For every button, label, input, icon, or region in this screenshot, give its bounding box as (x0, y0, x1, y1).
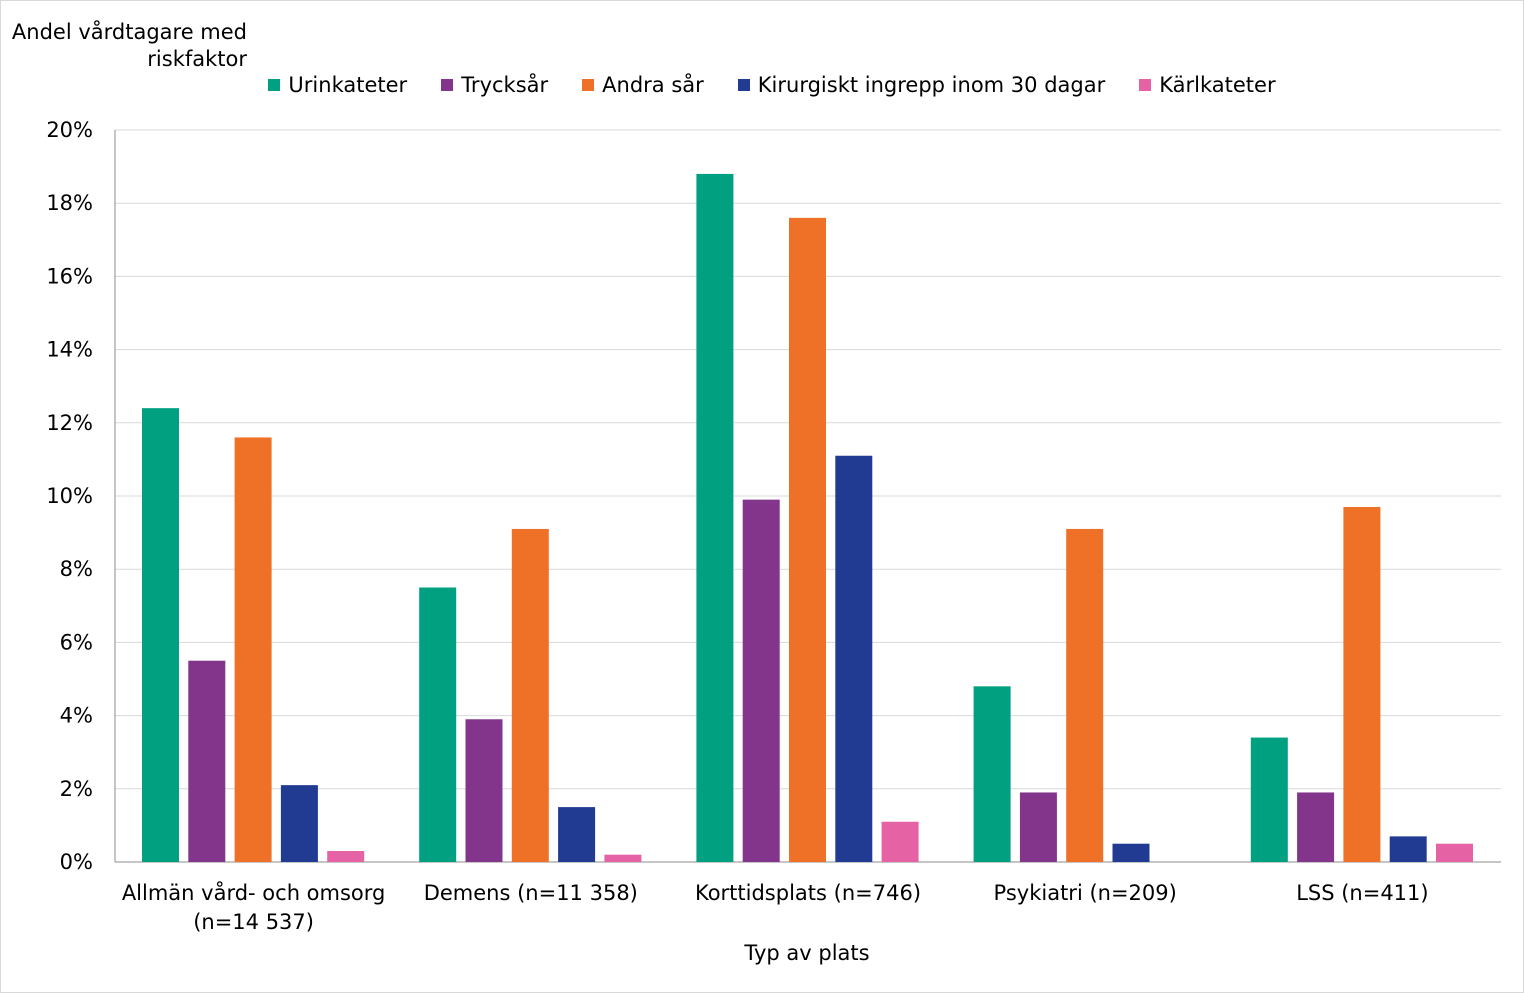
bar-andra-sår (234, 437, 272, 862)
y-tick-label: 0% (60, 850, 93, 874)
y-tick-label: 4% (60, 704, 93, 728)
legend-swatch (441, 79, 454, 91)
y-tick-label: 16% (46, 264, 93, 288)
legend-item: Trycksår (441, 73, 548, 97)
bar-trycksår (1297, 792, 1335, 862)
bar-andra-sår (1343, 506, 1381, 862)
legend-label: Kärlkateter (1159, 73, 1276, 97)
x-category-label: Demens (n=11 358) (424, 881, 638, 905)
x-category-label: Korttidsplats (n=746) (695, 881, 921, 905)
y-tick-label: 14% (46, 338, 93, 362)
y-tick-label: 12% (46, 411, 93, 435)
bar-trycksår (465, 719, 503, 862)
bar-andra-sår (789, 217, 826, 863)
legend-label: Trycksår (461, 73, 549, 97)
x-category-label: Allmän vård- och omsorg (122, 880, 386, 905)
bar-kirurgiskt-ingrepp-inom-30-dagar (558, 807, 596, 862)
bar-trycksår (1019, 792, 1057, 862)
bar-kirurgiskt-ingrepp-inom-30-dagar (835, 455, 873, 862)
y-tick-label: 6% (60, 630, 93, 654)
legend-label: Kirurgiskt ingrepp inom 30 dagar (757, 73, 1106, 97)
y-tick-label: 10% (46, 484, 93, 508)
legend: Urinkateter Trycksår Andra sår Kirurgiskt i… (1, 73, 1523, 97)
y-tick-label: 20% (46, 118, 93, 142)
y-tick-label: 2% (60, 777, 93, 801)
bar-urinkateter (696, 173, 734, 863)
legend-item: Urinkateter (268, 73, 407, 97)
y-tick-label: 18% (46, 191, 93, 215)
bar-trycksår (188, 660, 226, 862)
bar-urinkateter (973, 686, 1011, 862)
bar-andra-sår (1066, 528, 1104, 862)
x-axis-title: Typ av plats (744, 941, 870, 965)
bar-urinkateter (419, 587, 457, 862)
legend-swatch (737, 79, 750, 91)
bar-andra-sår (511, 528, 549, 862)
bar-urinkateter (142, 408, 179, 862)
legend-label: Andra sår (602, 73, 704, 97)
y-tick-label: 8% (60, 557, 93, 581)
legend-swatch (268, 79, 281, 91)
legend-item: Andra sår (582, 73, 704, 97)
x-category-label: Psykiatri (n=209) (994, 881, 1177, 905)
bar-kirurgiskt-ingrepp-inom-30-dagar (1389, 836, 1427, 862)
x-category-label: LSS (n=411) (1296, 881, 1428, 905)
legend-label: Urinkateter (288, 73, 408, 97)
bar-kirurgiskt-ingrepp-inom-30-dagar (280, 785, 318, 862)
bar-trycksår (742, 499, 780, 862)
bar-kärlkateter (881, 821, 919, 862)
legend-item: Kärlkateter (1139, 73, 1276, 97)
bar-kärlkateter (604, 854, 642, 862)
legend-swatch (582, 79, 595, 91)
bar-kärlkateter (327, 851, 365, 862)
legend-item: Kirurgiskt ingrepp inom 30 dagar (737, 73, 1106, 97)
bar-urinkateter (1250, 737, 1288, 862)
y-axis-title: Andel vårdtagare med riskfaktor (11, 20, 247, 71)
bar-kirurgiskt-ingrepp-inom-30-dagar (1112, 843, 1150, 862)
bar-kärlkateter (1436, 843, 1473, 862)
x-category-label: (n=14 537) (193, 910, 314, 934)
legend-swatch (1139, 79, 1152, 91)
